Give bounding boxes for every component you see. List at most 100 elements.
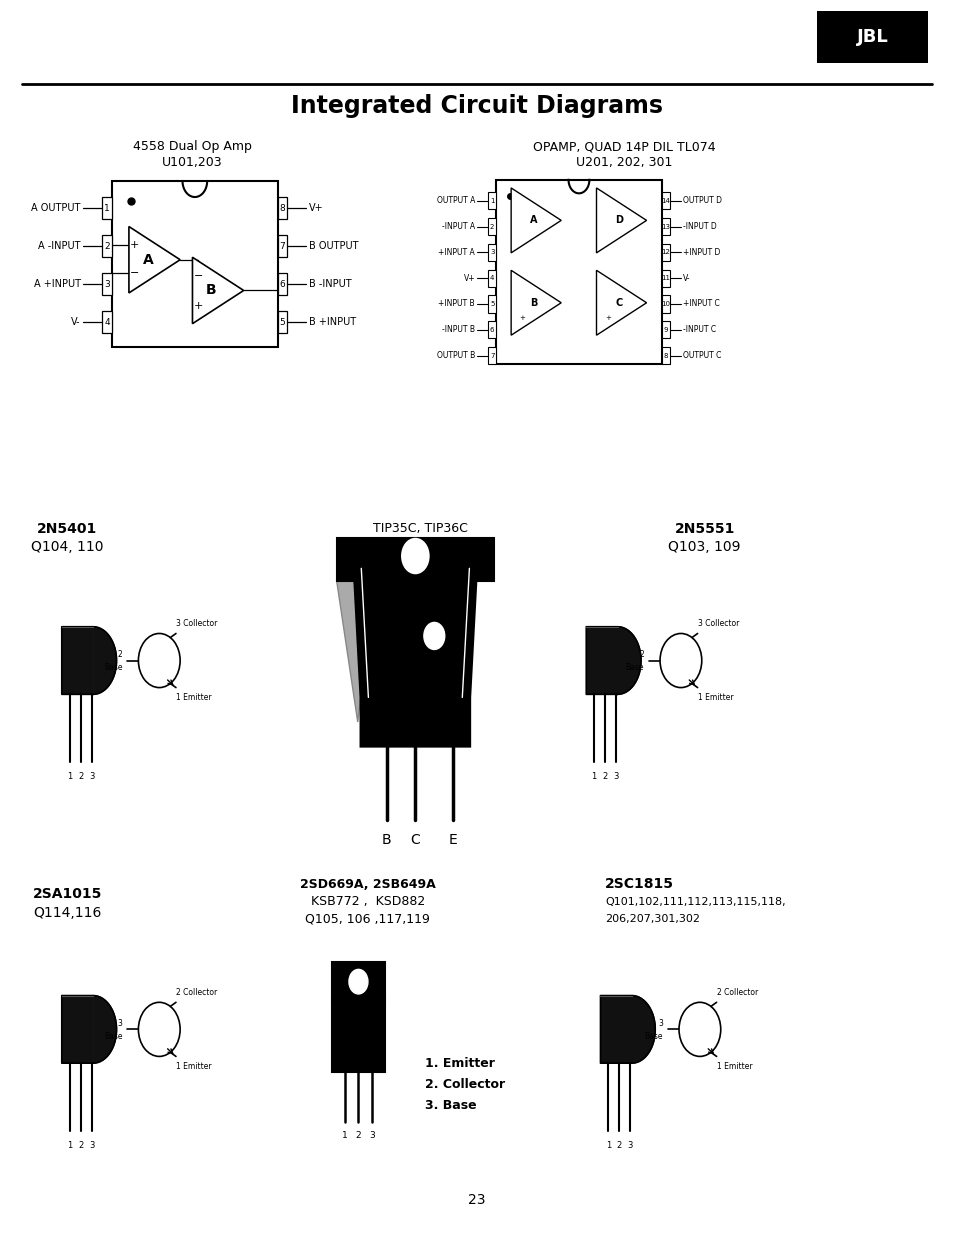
Bar [277, 311, 287, 333]
Text: 2SA1015: 2SA1015 [32, 887, 102, 902]
Text: 2: 2 [104, 242, 110, 251]
Text: E: E [449, 832, 457, 847]
Text: B: B [206, 284, 216, 298]
Text: 3: 3 [89, 772, 94, 781]
Text: 12: 12 [660, 249, 669, 256]
Text: U101,203: U101,203 [162, 156, 223, 169]
Text: 2SC1815: 2SC1815 [604, 877, 674, 892]
Text: 1: 1 [490, 198, 494, 204]
Text: 7: 7 [279, 242, 285, 251]
Circle shape [659, 634, 701, 688]
Text: 1: 1 [67, 772, 72, 781]
Text: A OUTPUT: A OUTPUT [31, 203, 80, 214]
Text: 2: 2 [490, 224, 494, 230]
Text: B: B [530, 298, 537, 308]
Text: V+: V+ [463, 274, 475, 283]
Circle shape [401, 538, 428, 573]
Circle shape [679, 1003, 720, 1056]
Text: +: + [130, 240, 139, 249]
Bar [496, 180, 661, 364]
Text: 3: 3 [613, 772, 618, 781]
Text: 206,207,301,302: 206,207,301,302 [604, 914, 700, 924]
Bar [488, 321, 496, 338]
Text: 1: 1 [104, 204, 110, 212]
Polygon shape [62, 626, 93, 694]
Text: OUTPUT B: OUTPUT B [436, 351, 475, 361]
Text: +: + [519, 315, 525, 321]
Text: +INPUT C: +INPUT C [682, 300, 719, 309]
Text: Base: Base [643, 1032, 662, 1041]
Bar [661, 193, 669, 209]
Text: 1. Emitter: 1. Emitter [424, 1057, 495, 1071]
Bar [661, 321, 669, 338]
Text: -INPUT D: -INPUT D [682, 222, 716, 231]
Bar [102, 235, 112, 257]
Bar [102, 311, 112, 333]
Text: +INPUT A: +INPUT A [437, 248, 475, 257]
Text: −: − [130, 268, 139, 278]
Bar [816, 11, 927, 63]
Text: V-: V- [71, 317, 80, 327]
Text: 3: 3 [369, 1131, 375, 1140]
Text: 5: 5 [490, 301, 494, 308]
Text: A: A [142, 253, 153, 267]
Text: OUTPUT C: OUTPUT C [682, 351, 720, 361]
Text: 2: 2 [117, 650, 122, 659]
Circle shape [138, 634, 180, 688]
Text: 2. Collector: 2. Collector [424, 1078, 504, 1092]
Text: 4: 4 [490, 275, 494, 282]
Polygon shape [586, 626, 617, 694]
Bar [332, 962, 384, 1000]
Polygon shape [596, 270, 646, 335]
Text: +INPUT B: +INPUT B [438, 300, 475, 309]
Bar [488, 295, 496, 312]
Text: 1: 1 [591, 772, 596, 781]
Bar [488, 347, 496, 364]
Bar [102, 198, 112, 219]
Bar [332, 1000, 384, 1072]
Text: 3: 3 [89, 1141, 94, 1150]
Bar [488, 193, 496, 209]
Text: -INPUT A: -INPUT A [441, 222, 475, 231]
Bar [661, 269, 669, 287]
Bar [488, 269, 496, 287]
Text: A: A [530, 215, 537, 226]
Text: 6: 6 [490, 327, 494, 332]
Text: Integrated Circuit Diagrams: Integrated Circuit Diagrams [291, 94, 662, 119]
Text: C: C [615, 298, 622, 308]
Text: Q104, 110: Q104, 110 [31, 541, 104, 555]
Circle shape [349, 969, 368, 994]
Text: 2SD669A, 2SB649A: 2SD669A, 2SB649A [300, 878, 436, 890]
Text: 2: 2 [616, 1141, 621, 1150]
Text: +: + [604, 315, 610, 321]
Text: 2: 2 [601, 772, 607, 781]
Polygon shape [336, 537, 494, 580]
Text: 1: 1 [67, 1141, 72, 1150]
Text: 3 Collector: 3 Collector [175, 619, 217, 629]
Text: Q101,102,111,112,113,115,118,: Q101,102,111,112,113,115,118, [604, 897, 785, 906]
Text: B: B [382, 832, 392, 847]
Text: 3: 3 [658, 1019, 662, 1028]
Text: -INPUT C: -INPUT C [682, 325, 715, 335]
Text: B -INPUT: B -INPUT [309, 279, 352, 289]
Text: 3. Base: 3. Base [424, 1099, 476, 1112]
Text: 1 Emitter: 1 Emitter [697, 693, 733, 701]
Text: V+: V+ [309, 203, 323, 214]
Text: Q114,116: Q114,116 [33, 905, 101, 920]
Text: 14: 14 [660, 198, 669, 204]
Text: 7: 7 [490, 353, 494, 358]
Polygon shape [62, 995, 93, 1063]
Text: Q107,108: Q107,108 [389, 540, 451, 553]
Circle shape [423, 622, 444, 650]
Text: 1: 1 [605, 1141, 610, 1150]
Text: 8: 8 [279, 204, 285, 212]
Text: 8: 8 [662, 353, 667, 358]
Text: B +INPUT: B +INPUT [309, 317, 355, 327]
Text: Base: Base [104, 663, 122, 672]
Text: U201, 202, 301: U201, 202, 301 [576, 156, 672, 169]
Text: Base: Base [625, 663, 643, 672]
Text: 6: 6 [279, 280, 285, 289]
Text: 11: 11 [660, 275, 670, 282]
Text: 1 Emitter: 1 Emitter [175, 1062, 212, 1071]
Bar [277, 198, 287, 219]
